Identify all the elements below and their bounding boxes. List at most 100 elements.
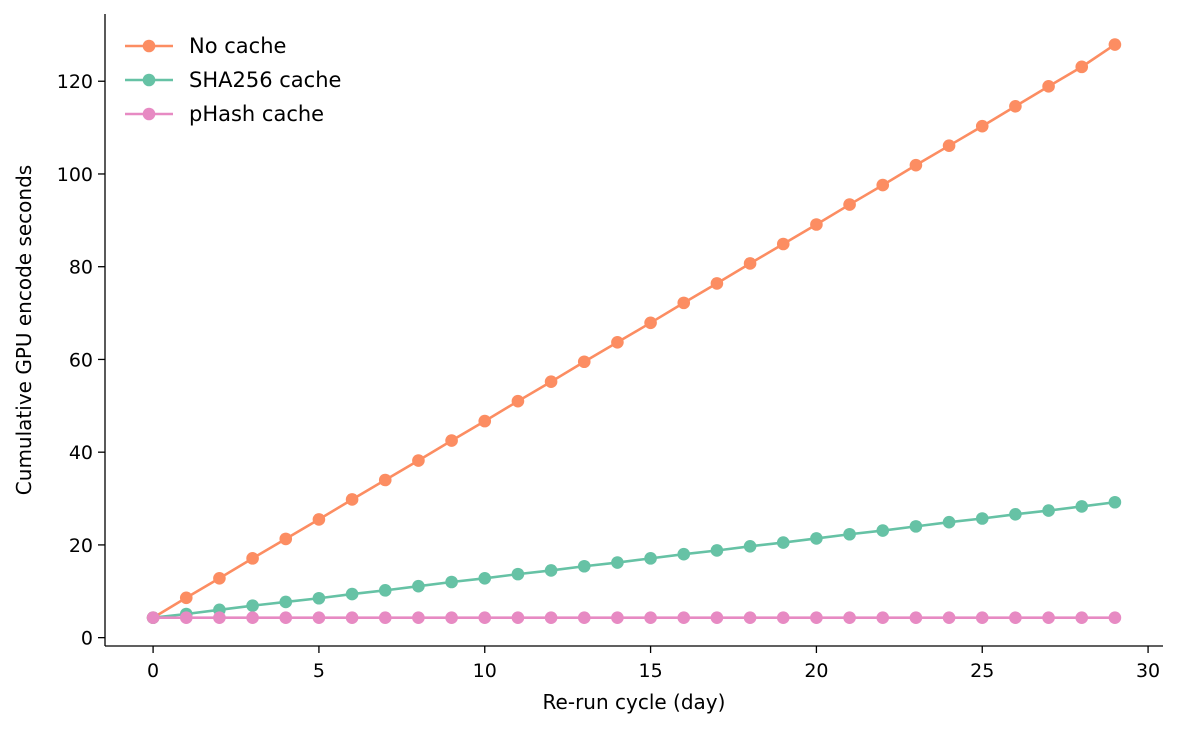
legend-swatch-marker-sha256-cache xyxy=(142,73,156,87)
data-point-phash-cache xyxy=(876,611,890,625)
data-point-phash-cache xyxy=(909,611,923,625)
data-point-phash-cache xyxy=(511,611,525,625)
data-point-phash-cache xyxy=(776,611,790,625)
x-axis-label: Re-run cycle (day) xyxy=(543,690,726,714)
data-point-no-cache xyxy=(1009,99,1022,113)
data-point-sha256-cache xyxy=(412,579,425,593)
data-point-sha256-cache xyxy=(843,527,856,541)
data-point-no-cache xyxy=(246,552,259,565)
data-point-no-cache xyxy=(378,473,392,487)
data-point-sha256-cache xyxy=(577,559,591,573)
data-point-sha256-cache xyxy=(1042,504,1055,517)
data-point-sha256-cache xyxy=(776,536,790,549)
data-point-no-cache xyxy=(677,296,691,310)
data-point-phash-cache xyxy=(246,611,259,625)
legend-label-no-cache: No cache xyxy=(189,34,286,58)
data-point-phash-cache xyxy=(843,611,856,625)
data-point-no-cache xyxy=(1108,38,1122,51)
legend-swatch-marker-no-cache xyxy=(142,39,156,53)
data-point-phash-cache xyxy=(743,611,757,625)
data-point-phash-cache xyxy=(810,611,823,625)
data-point-sha256-cache xyxy=(544,564,558,577)
data-point-no-cache xyxy=(644,316,657,330)
y-axis-label: Cumulative GPU encode seconds xyxy=(12,165,36,495)
data-point-no-cache xyxy=(213,572,226,585)
y-tick-label: 100 xyxy=(57,164,93,186)
y-tick-label: 0 xyxy=(81,628,93,650)
axes: 0 5 10 15 20 25 30 0 20 40 60 80 100 120 xyxy=(57,14,1163,682)
data-point-sha256-cache xyxy=(677,547,691,561)
data-point-no-cache xyxy=(478,414,492,428)
data-point-phash-cache xyxy=(1042,611,1055,625)
data-point-sha256-cache xyxy=(345,587,359,601)
data-point-phash-cache xyxy=(544,611,558,625)
data-point-phash-cache xyxy=(611,611,624,625)
data-point-no-cache xyxy=(345,493,359,506)
data-point-phash-cache xyxy=(1108,611,1122,625)
y-tick-label: 20 xyxy=(69,535,93,557)
data-point-phash-cache xyxy=(312,611,326,625)
data-point-sha256-cache xyxy=(975,512,989,525)
legend: No cache SHA256 cache pHash cache xyxy=(125,34,341,126)
data-point-sha256-cache xyxy=(312,591,326,605)
series-line-sha256-cache xyxy=(151,500,1117,620)
data-point-sha256-cache xyxy=(810,532,823,545)
series-line-no-cache xyxy=(151,43,1117,620)
data-point-sha256-cache xyxy=(1075,500,1089,513)
x-tick-label: 30 xyxy=(1136,660,1160,682)
data-point-phash-cache xyxy=(412,611,425,625)
x-tick-label: 0 xyxy=(147,660,159,682)
data-point-sha256-cache xyxy=(644,552,657,565)
legend-label-sha256-cache: SHA256 cache xyxy=(189,68,341,92)
y-tick-label: 120 xyxy=(57,71,93,93)
data-point-phash-cache xyxy=(179,611,193,625)
legend-swatch-marker-phash-cache xyxy=(142,107,156,121)
data-point-no-cache xyxy=(544,375,558,389)
data-point-sha256-cache xyxy=(511,567,525,581)
data-point-no-cache xyxy=(743,257,757,270)
data-point-phash-cache xyxy=(577,611,591,625)
data-point-no-cache xyxy=(511,394,525,408)
data-point-sha256-cache xyxy=(909,520,923,533)
data-point-phash-cache xyxy=(710,611,724,625)
data-point-no-cache xyxy=(179,591,193,605)
data-point-phash-cache xyxy=(677,611,691,625)
data-point-no-cache xyxy=(810,218,823,231)
data-point-sha256-cache xyxy=(445,575,458,589)
data-point-sha256-cache xyxy=(279,595,293,609)
data-point-phash-cache xyxy=(378,611,392,625)
y-tick-label: 60 xyxy=(69,349,93,371)
data-point-no-cache xyxy=(611,335,624,349)
data-point-no-cache xyxy=(942,139,956,152)
data-point-no-cache xyxy=(1075,60,1089,74)
data-point-phash-cache xyxy=(478,611,492,625)
plot-area xyxy=(146,38,1122,625)
data-point-phash-cache xyxy=(1009,611,1022,625)
data-point-phash-cache xyxy=(1075,611,1089,625)
data-point-sha256-cache xyxy=(743,540,757,553)
x-tick-label: 10 xyxy=(473,660,497,682)
data-point-sha256-cache xyxy=(1009,508,1022,521)
data-point-no-cache xyxy=(843,198,856,211)
data-point-phash-cache xyxy=(213,611,226,625)
data-point-no-cache xyxy=(909,158,923,172)
data-point-no-cache xyxy=(776,237,790,251)
x-tick-label: 5 xyxy=(313,660,325,682)
data-point-sha256-cache xyxy=(611,556,624,569)
data-point-sha256-cache xyxy=(942,515,956,529)
y-tick-label: 80 xyxy=(69,257,93,279)
data-point-sha256-cache xyxy=(378,584,392,597)
data-point-no-cache xyxy=(710,277,724,290)
data-point-no-cache xyxy=(445,434,458,447)
data-point-sha256-cache xyxy=(876,524,890,537)
data-point-no-cache xyxy=(279,532,293,546)
data-point-phash-cache xyxy=(644,611,657,625)
x-tick-label: 25 xyxy=(970,660,994,682)
data-point-phash-cache xyxy=(146,611,160,625)
x-tick-label: 20 xyxy=(804,660,828,682)
data-point-phash-cache xyxy=(975,611,989,625)
data-point-sha256-cache xyxy=(246,599,259,612)
data-point-phash-cache xyxy=(445,611,458,625)
